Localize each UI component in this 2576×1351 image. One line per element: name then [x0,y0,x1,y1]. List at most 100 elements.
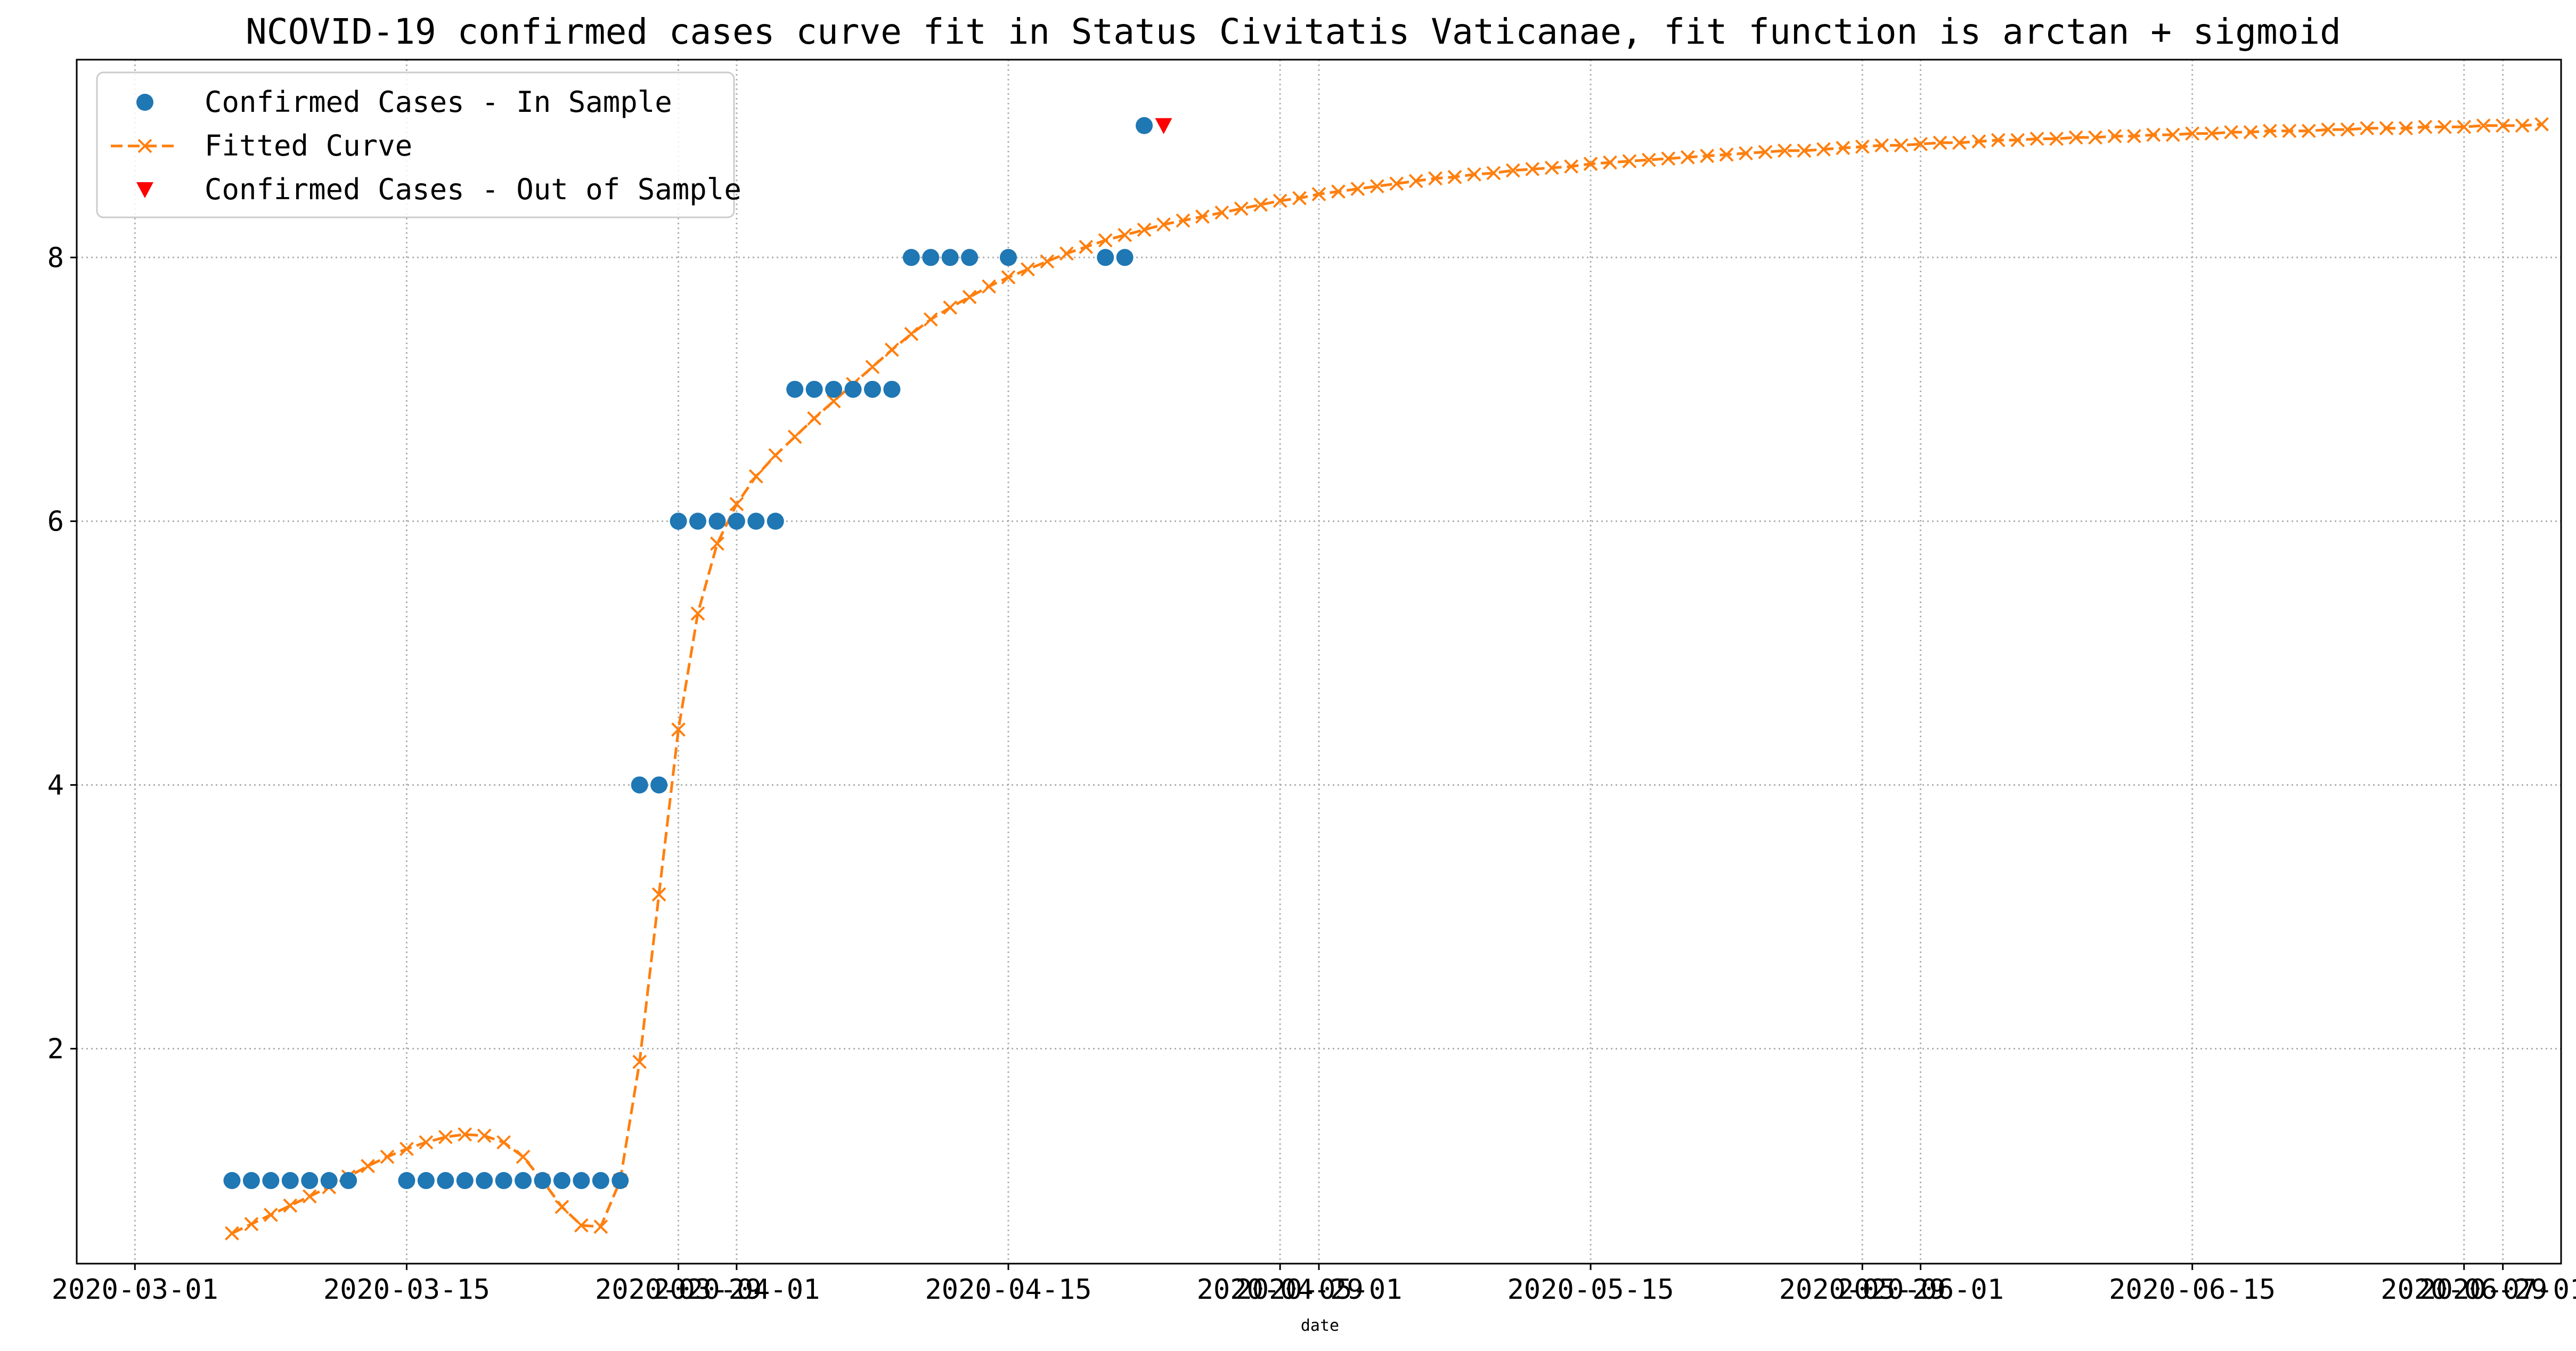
fitted-curve-marker [2418,119,2433,134]
x-tick-label: 2020-07-01 [2419,1274,2576,1306]
fitted-curve-marker [1719,147,1734,162]
fitted-curve-marker [1098,233,1113,248]
fitted-curve-marker [748,469,763,484]
fitted-curve-marker [2068,130,2083,145]
fitted-curve-marker [263,1207,278,1222]
in-sample-point [767,512,784,530]
legend-fitted-marker [137,139,152,153]
legend-in-sample-marker [136,94,153,111]
data-points-layer [223,117,1172,1190]
in-sample-point [689,512,706,530]
in-sample-point [223,1172,241,1190]
x-tick-label: 2020-03-01 [52,1274,218,1306]
fitted-curve-marker [2457,119,2472,134]
fitted-curve-marker [2010,133,2025,148]
in-sample-point [805,380,823,398]
fitted-curve-marker [2379,121,2394,136]
fitted-curve-marker [2360,121,2375,136]
fitted-curve-marker [419,1135,434,1150]
fitted-curve-marker [826,394,841,409]
grid [77,60,2561,1264]
fitted-curve-marker [1913,137,1928,151]
fitted-curve-marker [2126,129,2141,143]
fitted-curve-marker [1369,179,1384,194]
fitted-curve-marker [2107,129,2122,143]
fitted-curve-marker [400,1142,414,1157]
fitted-curve-marker [1505,163,1520,178]
in-sample-point [262,1172,280,1190]
fitted-curve-marker [1642,152,1656,167]
fitted-curve-marker [1894,138,1909,153]
fitted-curve-marker [982,279,996,294]
in-sample-point [1097,249,1114,266]
fitted-curve-marker [943,300,958,315]
in-sample-point [708,512,726,530]
in-sample-point [340,1172,357,1190]
fitted-curve-marker [1137,222,1152,237]
fitted-curve-marker [1118,227,1132,242]
fitted-curve-marker [2088,130,2102,145]
fitted-curve-marker [1292,191,1307,206]
fitted-curve-marker [574,1218,589,1233]
fitted-curve-marker [2224,125,2238,140]
x-tick-label: 2020-06-29 [2381,1274,2547,1306]
fitted-curve-marker [1583,157,1598,171]
fitted-curve-marker [884,343,899,357]
fitted-curve-marker [2049,132,2064,146]
legend-out-of-sample-marker [136,182,153,198]
fitted-curve-marker [2399,121,2413,136]
fitted-curve-marker [2029,132,2044,146]
in-sample-point [534,1172,551,1190]
fitted-curve-marker [2204,126,2219,141]
fitted-curve-marker [1700,149,1715,164]
in-sample-point [1116,249,1134,266]
in-sample-point [1136,117,1153,134]
in-sample-point [398,1172,415,1190]
y-tick-label: 6 [47,506,64,538]
y-tick-label: 8 [47,242,64,274]
in-sample-point [941,249,959,266]
plot-area-frame [76,59,2562,1265]
axis-ticks: 2020-03-01 2020-03-15 2020-03-292020-04-01… [47,242,2576,1306]
fitted-curve-marker [1040,254,1055,269]
x-tick-label: 2020-03-29 [595,1274,762,1306]
in-sample-point [242,1172,260,1190]
x-tick-label: 2020-05-29 [1779,1274,1946,1306]
fitted-curve-marker [2146,127,2161,142]
in-sample-point [495,1172,512,1190]
in-sample-point [825,380,843,398]
fitted-curve-marker [1156,217,1171,232]
fitted-curve-marker [361,1159,375,1174]
fitted-curve-marker [593,1219,608,1234]
fitted-curve-marker [1739,146,1754,161]
fitted-curve-marker [1855,139,1870,154]
fitted-curve-marker [1797,143,1812,158]
fitted-curve-marker [1389,176,1404,191]
fitted-curve-marker [2496,118,2510,133]
in-sample-point [573,1172,590,1190]
fitted-curve-marker [710,536,724,551]
fitted-curve-marker [1021,262,1035,276]
x-tick-label: 2020-04-29 [1197,1274,1364,1306]
in-sample-point [961,249,979,266]
x-tick-label: 2020-06-15 [2109,1274,2276,1306]
fitted-curve-marker [1991,133,2006,148]
fitted-curve-marker [690,606,705,621]
fitted-curve-marker [1001,270,1016,284]
fitted-curve-marker [2301,124,2316,139]
fitted-curve-marker [302,1189,317,1204]
fitted-curve-marker [923,312,938,327]
fitted-curve-marker [1195,209,1210,224]
fitted-curve-marker [438,1129,453,1144]
fitted-curve-marker [1486,166,1501,181]
fitted-curve-marker [1350,182,1365,196]
fitted-curve-marker [787,429,802,444]
in-sample-point [437,1172,454,1190]
fitted-curve-marker [496,1135,511,1150]
in-sample-point [747,512,765,530]
in-sample-point [476,1172,493,1190]
in-sample-point [728,512,745,530]
fitted-curve-marker [1952,135,1967,150]
fitted-curve-line [231,123,2542,1235]
